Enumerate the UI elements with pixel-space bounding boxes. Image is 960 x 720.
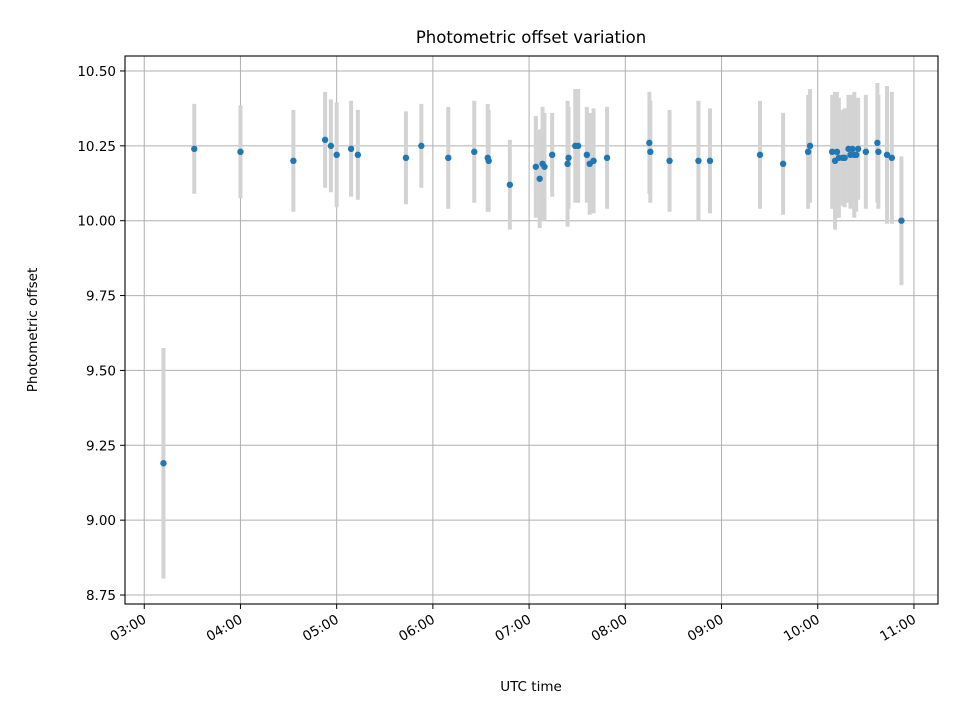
data-point [506, 181, 514, 188]
data-point [603, 154, 611, 162]
chart-title: Photometric offset variation [416, 28, 646, 47]
data-point [883, 151, 891, 159]
plot-frame [124, 55, 939, 605]
data-point [327, 142, 335, 150]
y-axis-ticks: 8.75 9.00 9.25 9.50 9.75 10.00 10.25 10.50 [77, 64, 125, 604]
data-point [237, 148, 244, 156]
data-point [347, 145, 355, 153]
data-point [583, 151, 591, 159]
data-point [833, 148, 841, 156]
data-point [647, 148, 654, 156]
data-point [541, 163, 548, 170]
x-tick-label: 09:00 [685, 612, 727, 645]
data-point [854, 145, 862, 153]
data-point [806, 142, 814, 150]
data-point [590, 157, 597, 165]
data-point [874, 139, 881, 147]
y-tick-label: 8.75 [86, 588, 116, 604]
x-tick-label: 03:00 [108, 612, 150, 645]
data-point [849, 145, 856, 153]
y-tick-label: 9.50 [86, 363, 116, 379]
data-point [756, 151, 764, 159]
data-point [333, 151, 340, 159]
x-axis-label: UTC time [500, 679, 562, 695]
y-tick-label: 10.25 [77, 139, 116, 155]
x-tick-label: 04:00 [204, 612, 246, 645]
data-point [532, 163, 540, 170]
x-tick-label: 11:00 [877, 612, 919, 645]
y-tick-label: 10.00 [77, 214, 116, 230]
data-point [160, 460, 167, 467]
data-point [898, 217, 905, 224]
x-tick-label: 07:00 [492, 612, 534, 645]
y-tick-label: 9.00 [86, 513, 116, 529]
data-point [841, 154, 848, 162]
y-tick-label: 10.50 [77, 64, 116, 80]
x-axis-ticks: 03:00 04:00 05:00 06:00 07:00 08:00 09:00 10:00… [108, 604, 919, 645]
data-point [565, 154, 572, 162]
y-tick-label: 9.25 [86, 438, 116, 454]
data-point [485, 157, 492, 165]
x-tick-label: 06:00 [396, 612, 438, 645]
y-tick-label: 9.75 [86, 289, 116, 305]
error-bars [161, 82, 904, 579]
data-points [160, 136, 905, 467]
data-point [445, 154, 452, 162]
data-point [853, 151, 860, 159]
data-point [564, 160, 571, 168]
data-point [804, 148, 812, 156]
data-point [418, 142, 425, 150]
data-point [646, 139, 653, 147]
data-point [779, 160, 787, 168]
grid-lines [125, 56, 938, 604]
data-point [888, 154, 896, 162]
data-point [536, 175, 543, 182]
data-point [354, 151, 362, 159]
data-point [290, 157, 297, 165]
data-point [471, 148, 478, 156]
data-point [828, 148, 836, 156]
data-point [548, 151, 556, 159]
x-tick-label: 05:00 [300, 612, 342, 645]
data-point [321, 136, 329, 144]
data-point [402, 154, 410, 162]
data-point [875, 148, 882, 156]
data-point [706, 157, 714, 165]
y-axis-label: Photometric offset [25, 268, 41, 392]
data-point [666, 157, 673, 165]
data-point [574, 142, 582, 150]
data-point [862, 148, 870, 156]
x-tick-label: 08:00 [589, 612, 631, 645]
data-point [695, 157, 702, 165]
x-tick-label: 10:00 [781, 612, 823, 645]
data-point [191, 145, 198, 153]
